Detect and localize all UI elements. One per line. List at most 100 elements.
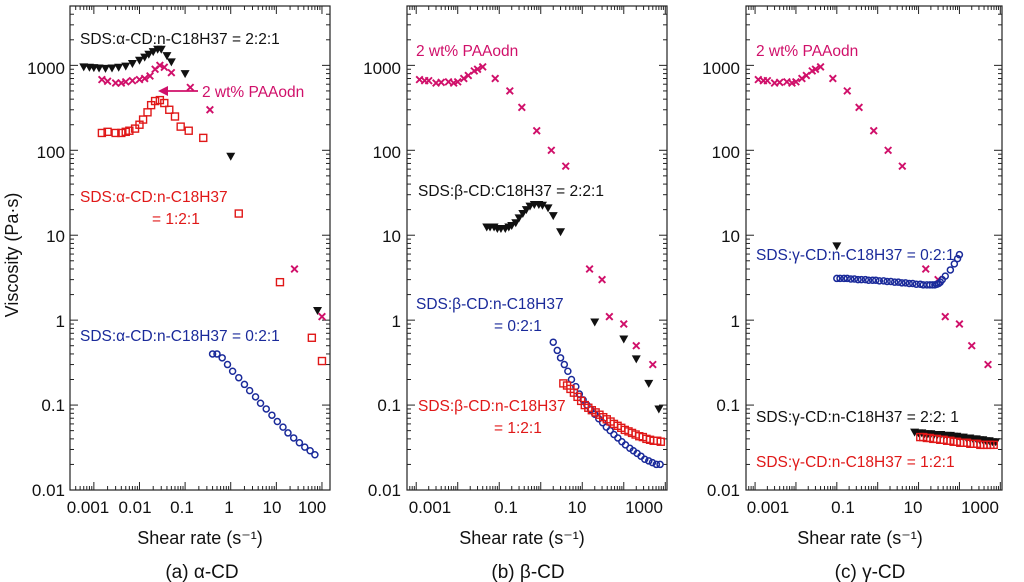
data-point xyxy=(847,275,855,283)
data-point xyxy=(875,277,884,285)
data-point xyxy=(941,272,950,280)
panel-a-ytick: 0.1 xyxy=(41,396,65,415)
panel-b-ytick: 100 xyxy=(373,143,401,162)
data-point xyxy=(868,276,877,284)
data-point xyxy=(836,274,844,283)
data-point xyxy=(256,399,265,408)
data-point xyxy=(290,265,299,273)
panel-b-annotation: SDS:β-CD:C18H37 = 2:2:1 xyxy=(418,183,604,200)
data-point xyxy=(262,405,270,413)
data-point xyxy=(138,115,148,124)
data-point xyxy=(160,63,169,72)
data-point xyxy=(840,274,848,283)
data-point xyxy=(234,209,243,218)
panel-c-annotation: SDS:γ-CD:n-C18H37 = 2:2: 1 xyxy=(756,409,959,426)
data-point xyxy=(811,65,820,74)
data-point xyxy=(953,254,962,263)
data-point xyxy=(103,77,112,86)
panel-b-ytick: 0.1 xyxy=(377,396,401,415)
data-point xyxy=(307,333,317,342)
data-point xyxy=(511,219,521,228)
data-point xyxy=(306,446,314,455)
panel-b-xtick: 0.001 xyxy=(409,498,452,517)
data-point xyxy=(561,162,570,171)
data-point xyxy=(166,58,176,67)
panel-b-ytick: 0.01 xyxy=(368,481,401,500)
data-point xyxy=(553,346,562,355)
data-point xyxy=(884,146,893,155)
panel-a-annotation: SDS:α-CD:n-C18H37 xyxy=(80,189,228,206)
data-point xyxy=(317,356,327,366)
data-point xyxy=(148,48,158,57)
data-point xyxy=(424,76,433,85)
data-point xyxy=(94,64,104,73)
data-point xyxy=(887,277,895,286)
data-point xyxy=(656,437,666,446)
data-point xyxy=(111,128,120,138)
panel-b-annotation: 2 wt% PAAodn xyxy=(416,43,518,60)
panel-b-annotation: = 1:2:1 xyxy=(494,420,542,437)
data-point xyxy=(517,103,526,112)
data-point xyxy=(640,455,649,464)
data-point xyxy=(134,56,144,65)
panel-tick-marks xyxy=(406,5,667,491)
data-point xyxy=(614,434,622,442)
series-triangle-black xyxy=(79,45,323,315)
data-point xyxy=(879,277,888,285)
data-point xyxy=(114,63,124,72)
series-circle-blue xyxy=(208,350,319,459)
panel-a-annotation: = 1:2:1 xyxy=(152,211,200,228)
panel-b-xtick: 0.1 xyxy=(494,498,518,517)
data-point xyxy=(268,411,276,419)
data-point xyxy=(941,312,950,321)
series-x-magenta xyxy=(97,61,326,321)
data-point xyxy=(861,275,870,284)
data-point xyxy=(631,355,641,364)
data-point xyxy=(543,204,553,213)
panel-c-ytick: 0.1 xyxy=(716,396,740,415)
data-point xyxy=(97,75,106,84)
data-point xyxy=(991,438,1001,447)
series-circle-blue xyxy=(549,338,664,469)
data-point xyxy=(547,146,556,155)
panel-c-x-axis-title: Shear rate (s⁻¹) xyxy=(797,528,923,548)
data-point xyxy=(289,434,298,442)
panel-c-annotation: SDS:γ-CD:n-C18H37 = 0:2:1 xyxy=(756,247,955,264)
series-x-magenta xyxy=(754,62,992,369)
data-point xyxy=(984,360,992,369)
data-point xyxy=(989,440,998,450)
data-point xyxy=(251,393,260,401)
data-point xyxy=(854,275,862,284)
data-point xyxy=(125,126,134,135)
data-point xyxy=(894,278,903,286)
data-point xyxy=(605,312,614,321)
panel-tick-marks xyxy=(69,5,330,491)
data-point xyxy=(648,458,657,467)
data-point xyxy=(518,210,528,219)
data-point xyxy=(186,83,195,92)
panel-a-x-axis-title: Shear rate (s⁻¹) xyxy=(137,528,263,548)
panel-c-annotation: 2 wt% PAAodn xyxy=(756,43,858,60)
data-point xyxy=(155,61,164,70)
data-point xyxy=(97,128,107,138)
data-point xyxy=(898,162,907,171)
data-point xyxy=(872,276,880,284)
data-point xyxy=(156,45,166,54)
data-point xyxy=(140,74,149,83)
panel-b-y-ticks: 0.01 0.1 1 10 100 1000 xyxy=(363,59,401,500)
series-triangle-black xyxy=(482,200,664,414)
data-point xyxy=(180,70,190,79)
data-point xyxy=(301,443,309,451)
data-point xyxy=(901,279,910,287)
panel-c-ytick: 1 xyxy=(731,312,740,331)
data-point xyxy=(437,78,446,87)
panel-b-x-axis-title: Shear rate (s⁻¹) xyxy=(459,528,585,548)
panel-a-xtick: 0.01 xyxy=(118,498,151,517)
y-axis-title: Viscosity (Pa·s) xyxy=(2,193,22,318)
data-point xyxy=(205,105,214,114)
panel-b-annotation: SDS:β-CD:n-C18H37 xyxy=(416,296,564,313)
panel-b-annotation: SDS:β-CD:n-C18H37 xyxy=(418,398,566,415)
data-point xyxy=(883,277,891,286)
data-point xyxy=(775,78,784,87)
data-point xyxy=(797,74,806,83)
